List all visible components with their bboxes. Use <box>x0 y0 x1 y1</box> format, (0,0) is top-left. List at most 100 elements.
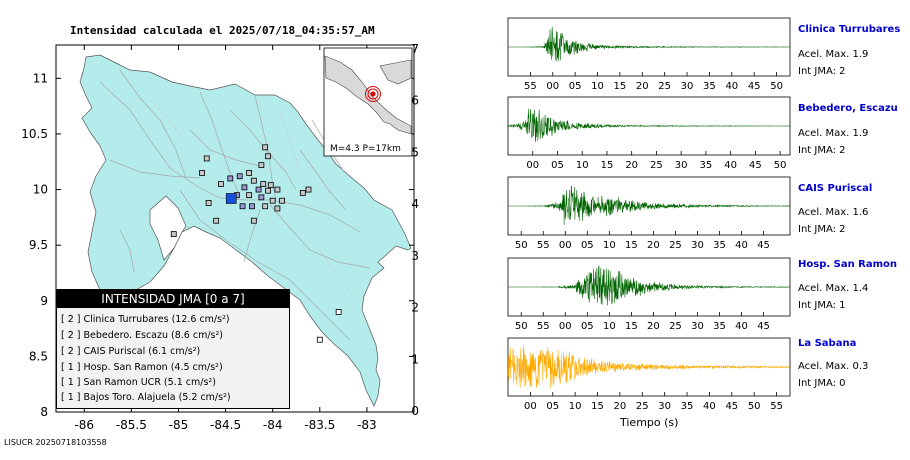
time-tick-label: 55 <box>770 401 783 412</box>
time-tick-label: 00 <box>559 321 572 332</box>
time-tick-label: 50 <box>774 160 787 171</box>
x-tick-label: -84.5 <box>210 418 241 432</box>
station-name: Clinica Turrubares <box>798 24 901 35</box>
map-x-axis: -86 -85.5 -85 -84.5 -84 -83.5 -83 <box>74 45 377 432</box>
x-tick-label: -84 <box>263 418 283 432</box>
time-tick-label: 05 <box>581 240 594 251</box>
map-title: Intensidad calculada el 2025/07/18_04:35… <box>70 24 375 37</box>
station-marker <box>265 153 271 160</box>
station-marker <box>205 200 212 206</box>
time-tick-label: 50 <box>515 240 528 251</box>
station-marker <box>255 186 262 193</box>
waveform-panel: 55 00 05 10 15 20 25 30 35 40 45 50 00 05 10 15 20 25 30 35… <box>507 17 791 412</box>
station-marker <box>236 173 243 180</box>
station-acel: Acel. Max. 1.4 <box>798 283 869 294</box>
colorbar-tick-label: 5 <box>411 145 419 159</box>
time-tick-label: 50 <box>770 81 783 92</box>
station-marker <box>267 182 274 189</box>
time-tick-label: 15 <box>625 321 638 332</box>
x-tick-label: -85.5 <box>116 418 147 432</box>
station-acel: Acel. Max. 1.6 <box>798 207 869 218</box>
station-marker <box>249 203 255 210</box>
time-tick-label: 50 <box>748 401 761 412</box>
x-tick-label: -86 <box>74 418 94 432</box>
legend-row: [ 2 ] Bebedero. Escazu (8.6 cm/s²) <box>61 330 224 341</box>
gulf <box>149 195 187 261</box>
station-acel: Acel. Max. 1.9 <box>798 49 869 60</box>
y-tick-label: 10.5 <box>21 127 48 141</box>
station-name: CAIS Puriscal <box>798 183 873 194</box>
colorbar-tick-label: 2 <box>411 301 419 315</box>
x-tick-label: -83.5 <box>304 418 335 432</box>
time-tick-label: 40 <box>725 81 738 92</box>
location-inset <box>323 47 413 157</box>
station-marker <box>227 175 234 182</box>
colorbar-tick-label: 0 <box>411 404 419 418</box>
y-tick-label: 11 <box>33 71 48 85</box>
time-tick-label: 20 <box>636 81 649 92</box>
time-tick-label: 20 <box>625 160 638 171</box>
time-tick-label: 25 <box>650 160 663 171</box>
station-marker <box>316 336 323 343</box>
colorbar-tick-label: 1 <box>411 352 419 366</box>
station-int: Int JMA: 1 <box>798 300 846 311</box>
station-marker <box>203 155 210 162</box>
station-marker <box>217 181 224 187</box>
station-marker <box>239 203 246 210</box>
time-tick-label: 30 <box>691 321 704 332</box>
waveform-trace <box>508 265 790 306</box>
colorbar-tick-label: 4 <box>411 197 419 211</box>
road-network <box>99 69 371 341</box>
station-marker <box>250 177 257 184</box>
legend-row: [ 1 ] Bajos Toro. Alajuela (5.2 cm/s²) <box>61 392 231 403</box>
time-tick-label: 55 <box>537 240 550 251</box>
colorbar-tick-label: 6 <box>411 94 419 108</box>
station-marker <box>250 217 257 224</box>
time-tick-label: 15 <box>614 81 627 92</box>
waveform-plot: 55 00 05 10 15 20 25 30 35 40 45 50 <box>507 17 791 92</box>
time-axis-label: Tiempo (s) <box>620 416 679 429</box>
time-tick-label: 40 <box>703 401 716 412</box>
station-acel: Acel. Max. 1.9 <box>798 128 869 139</box>
time-tick-label: 30 <box>675 160 688 171</box>
x-tick-label: -85 <box>169 418 189 432</box>
station-marker <box>213 217 220 224</box>
station-marker <box>262 144 269 151</box>
time-tick-label: 20 <box>647 321 660 332</box>
waveform-trace <box>507 108 790 143</box>
time-tick-label: 20 <box>647 240 660 251</box>
colorbar-tick-label: 3 <box>411 249 419 263</box>
rivers <box>149 99 357 301</box>
time-tick-label: 15 <box>625 240 638 251</box>
time-tick-label: 30 <box>691 240 704 251</box>
station-marker <box>258 194 265 201</box>
time-tick-label: 10 <box>569 401 582 412</box>
station-markers <box>170 144 342 343</box>
x-tick-label: -83 <box>357 418 377 432</box>
station-marker <box>246 192 253 199</box>
time-tick-label: 55 <box>524 81 537 92</box>
waveform-trace <box>508 26 790 62</box>
time-tick-label: 05 <box>581 321 594 332</box>
time-tick-label: 35 <box>703 81 716 92</box>
station-marker <box>265 187 271 194</box>
time-tick-label: 10 <box>576 160 589 171</box>
station-name: La Sabana <box>798 338 857 349</box>
y-tick-label: 10 <box>33 183 48 197</box>
time-tick-label: 25 <box>636 401 649 412</box>
time-tick-label: 35 <box>713 321 726 332</box>
station-marker <box>274 205 281 212</box>
station-int: Int JMA: 0 <box>798 378 846 389</box>
waveform-plot: 00 05 10 15 20 25 30 35 40 45 50 <box>507 96 791 171</box>
time-tick-label: 45 <box>757 321 770 332</box>
station-marker <box>279 197 286 204</box>
time-tick-label: 50 <box>515 321 528 332</box>
legend-row: [ 2 ] CAIS Puriscal (6.1 cm/s²) <box>61 346 201 357</box>
time-tick-label: 05 <box>546 401 559 412</box>
y-tick-label: 9.5 <box>29 238 48 252</box>
station-acel: Acel. Max. 0.3 <box>798 361 869 372</box>
legend-row: [ 1 ] San Ramon UCR (5.1 cm/s²) <box>61 377 216 388</box>
station-marker <box>241 184 248 191</box>
time-tick-label: 45 <box>749 160 762 171</box>
station-marker <box>335 309 342 315</box>
